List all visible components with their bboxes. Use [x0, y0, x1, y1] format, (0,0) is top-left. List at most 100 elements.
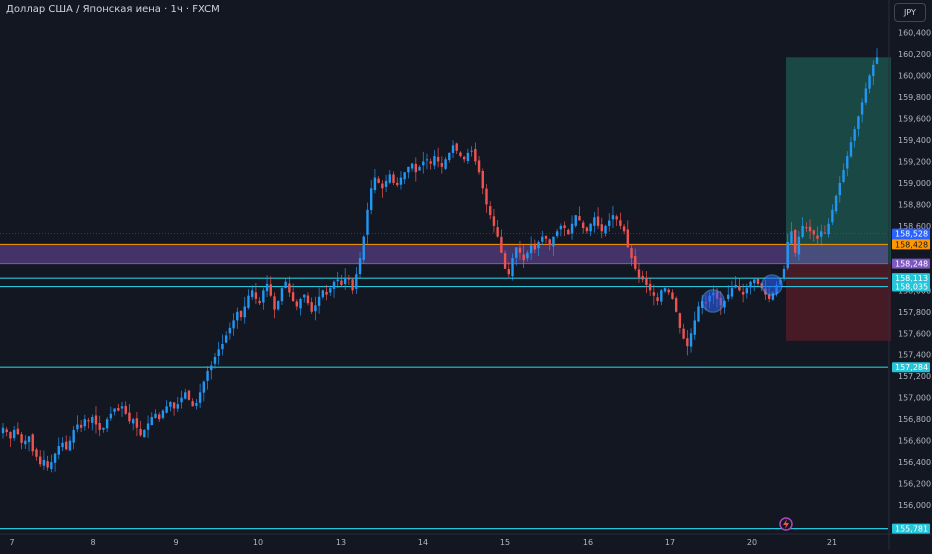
candle-body-70 [262, 290, 265, 303]
candle-body-62 [232, 320, 235, 329]
candle-body-95 [355, 274, 358, 289]
candle-body-139 [518, 247, 522, 253]
candle-body-39 [146, 423, 150, 430]
candle-body-182 [678, 313, 682, 328]
candle-body-78 [291, 292, 295, 302]
candle-body-126 [470, 150, 473, 152]
candle-body-211 [786, 241, 789, 269]
price-tag-2: 158,248 [892, 258, 930, 269]
candle-body-125 [466, 152, 470, 162]
candle-body-159 [593, 217, 596, 226]
candle-body-135 [503, 253, 507, 269]
x-tick-1: 8 [90, 538, 95, 547]
candle-body-12 [46, 461, 49, 468]
candle-body-86 [321, 290, 325, 298]
candle-body-167 [622, 226, 626, 232]
marker-circle-1 [701, 289, 725, 313]
candle-body-147 [548, 239, 551, 246]
price-tag-label-4: 158,035 [895, 283, 928, 292]
price-tag-5: 157,284 [892, 362, 930, 373]
candle-body-50 [187, 390, 191, 400]
x-tick-7: 16 [583, 538, 593, 547]
candle-body-85 [317, 296, 321, 306]
candle-body-43 [161, 410, 165, 418]
candle-body-103 [384, 180, 388, 187]
candle-body-0 [1, 427, 5, 434]
candle-body-200 [745, 288, 749, 294]
candle-body-91 [340, 280, 343, 285]
candle-body-158 [589, 223, 592, 232]
y-tick-18: 156,400 [898, 458, 931, 467]
candle-body-108 [403, 172, 406, 180]
candle-body-28 [105, 419, 109, 429]
y-tick-6: 159,200 [898, 157, 931, 166]
candle-body-107 [399, 177, 403, 185]
candle-body-217 [808, 226, 812, 232]
candle-body-72 [269, 284, 272, 296]
candle-body-207 [771, 292, 775, 300]
candle-body-166 [619, 220, 622, 226]
candle-body-96 [358, 258, 362, 275]
y-tick-14: 157,200 [898, 372, 931, 381]
price-tag-4: 158,035 [892, 281, 930, 292]
y-tick-20: 156,000 [898, 501, 931, 510]
candle-body-163 [608, 220, 611, 226]
x-tick-10: 21 [827, 538, 837, 547]
candle-body-224 [834, 195, 838, 212]
candle-body-61 [228, 327, 232, 334]
candle-body-101 [377, 178, 380, 183]
candle-body-153 [570, 223, 574, 234]
candle-body-176 [656, 297, 659, 302]
candle-body-134 [500, 236, 503, 253]
candle-body-122 [455, 143, 458, 151]
candle-body-67 [250, 290, 254, 297]
candle-body-64 [239, 310, 243, 318]
candle-body-171 [637, 269, 641, 278]
candle-body-30 [113, 408, 116, 412]
stop-zone [786, 263, 891, 341]
candle-body-104 [388, 174, 391, 183]
candle-body-172 [641, 276, 644, 280]
candle-body-229 [853, 129, 856, 141]
candle-body-222 [827, 223, 830, 235]
candle-body-22 [83, 419, 87, 427]
candle-body-17 [65, 441, 68, 450]
candle-body-225 [838, 182, 842, 196]
candle-body-227 [846, 156, 849, 169]
candle-body-117 [436, 156, 440, 162]
candle-body-235 [875, 57, 879, 64]
candle-body-90 [336, 279, 339, 282]
price-tag-label-3: 158,113 [895, 274, 928, 283]
candle-body-162 [604, 225, 607, 234]
y-tick-15: 157,000 [898, 394, 931, 403]
candle-body-141 [526, 252, 529, 259]
candle-body-80 [299, 298, 302, 309]
candle-body-231 [860, 102, 864, 115]
candle-body-233 [868, 75, 871, 89]
candle-body-19 [72, 429, 75, 443]
candle-body-3 [12, 429, 16, 439]
candle-body-74 [277, 301, 280, 310]
candle-body-81 [303, 294, 306, 298]
price-tag-bg-1 [892, 239, 930, 250]
candle-body-216 [805, 227, 808, 229]
y-tick-13: 157,400 [898, 351, 931, 360]
candle-body-55 [206, 370, 209, 381]
candle-body-179 [667, 289, 670, 293]
candle-body-58 [217, 349, 220, 357]
x-tick-4: 13 [336, 538, 346, 547]
candle-body-142 [529, 245, 533, 254]
candle-body-94 [351, 279, 354, 291]
candle-body-93 [347, 278, 351, 280]
candle-body-164 [611, 215, 615, 220]
currency-button[interactable]: JPY [894, 3, 926, 22]
candle-body-215 [801, 225, 804, 237]
candle-body-24 [91, 417, 94, 423]
candle-body-92 [343, 277, 347, 285]
candle-body-131 [489, 206, 492, 216]
candle-body-40 [150, 417, 153, 425]
candle-body-27 [102, 427, 105, 430]
x-tick-3: 10 [253, 538, 263, 547]
